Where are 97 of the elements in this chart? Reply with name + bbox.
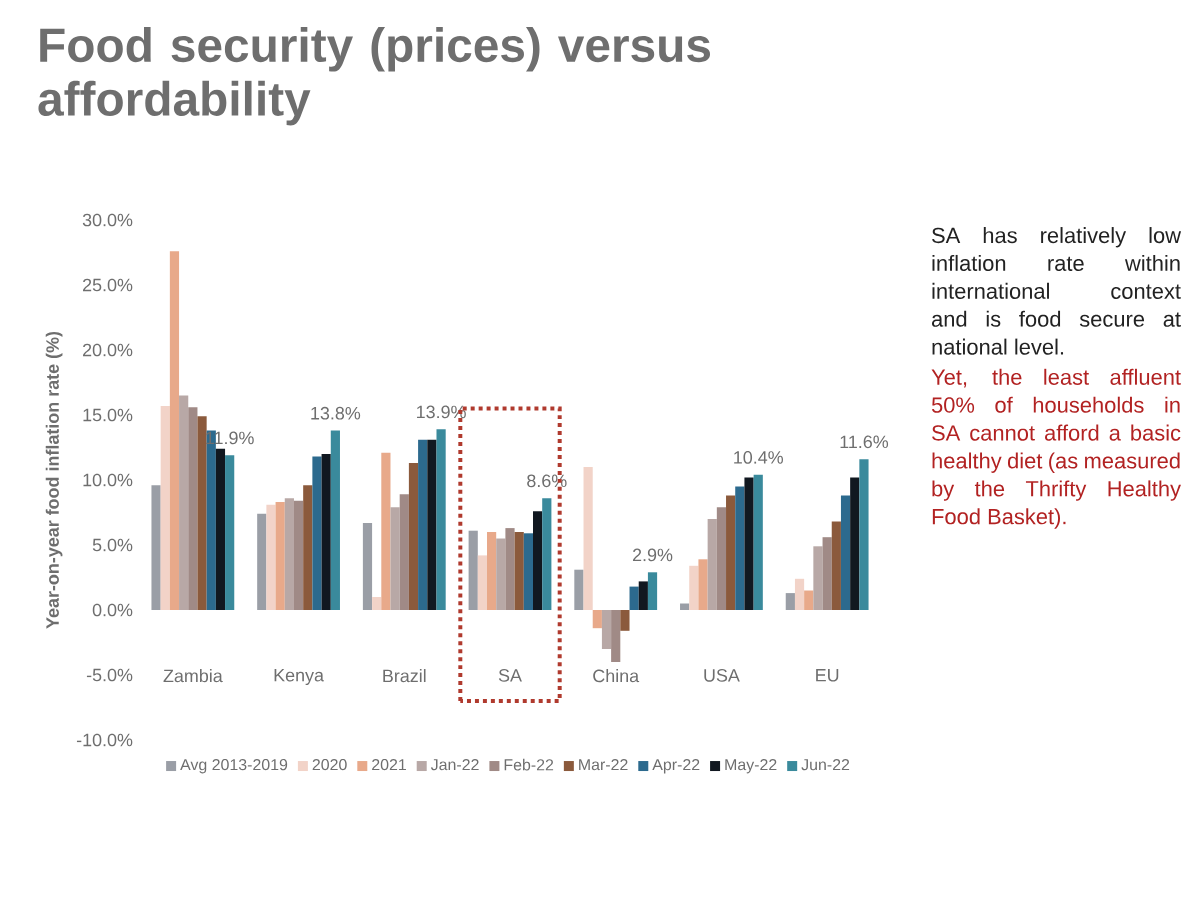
data-label: 13.8% [311,406,361,420]
bar [689,565,699,610]
data-label: 10.4% [734,451,784,464]
y-tick-label: 5.0% [92,538,133,552]
bar [372,597,382,610]
x-tick-label: Zambia [163,669,223,683]
bar [188,407,198,610]
x-tick-label: SA [498,669,522,682]
bar [179,395,189,610]
bar [477,555,487,610]
bar [257,513,267,610]
bar [611,610,621,662]
x-tick-label: USA [704,669,740,682]
data-label: 11.6% [840,435,889,449]
bar [707,518,717,610]
y-tick-label: 15.0% [83,408,133,422]
data-label: 13.9% [417,405,466,419]
bar [381,452,391,610]
bar [436,429,446,610]
bar [629,586,639,610]
bar [601,610,612,649]
bar [293,500,304,610]
bar [794,578,805,610]
bar [284,498,294,610]
bar [850,477,860,610]
bar [680,603,690,610]
bar [533,511,543,610]
bar [726,495,736,610]
legend-label: Jan-22 [430,758,479,771]
bar [859,459,869,610]
legend-label: Apr-22 [652,758,700,774]
bar [169,251,180,610]
bar [542,498,552,610]
bar [620,610,630,631]
legend-label: Feb-22 [504,758,554,771]
y-tick-label: 20.0% [83,343,133,357]
data-label: 2.9% [632,548,673,562]
y-tick-label: 30.0% [82,213,133,227]
bar [312,456,322,610]
bar [160,405,170,610]
bar [822,537,832,610]
bar [753,474,763,610]
y-tick-label: 10.0% [83,473,133,487]
bar [266,504,276,610]
bar [840,495,851,610]
bar [408,463,419,610]
bar [427,439,437,610]
y-tick-label: -5.0% [86,668,133,682]
legend-label: 2021 [372,758,406,771]
bar [225,455,235,610]
x-tick-label: Kenya [274,669,324,686]
bar [496,538,506,610]
bar [523,533,533,610]
bar [390,507,400,610]
bar [514,531,524,610]
bar [197,416,207,610]
bar [716,507,727,610]
x-tick-label: EU [816,669,839,682]
x-tick-label: Brazil [383,669,426,683]
bar [574,569,584,610]
bar [831,521,841,610]
bar [744,477,754,610]
bar [362,522,373,610]
legend-label: Mar-22 [579,758,628,771]
text: SA has relatively low inflation rate within international context and is food secure at national level. [931,227,1182,355]
bar [505,528,515,610]
legend-label: 2020 [312,758,347,771]
data-label: 8.6% [527,474,567,488]
y-tick-label: 25.0% [83,278,133,292]
y-axis-title: Year-on-year food inflation rate (%) [45,331,63,629]
bar [151,485,161,610]
bar [330,430,340,610]
bar [592,610,602,629]
legend-label: May-22 [725,758,777,774]
legend-label: Jun-22 [801,758,850,771]
y-tick-label: 0.0% [92,603,133,617]
x-tick-label: China [593,669,640,683]
bar [813,546,823,610]
bar [215,448,226,610]
bar [698,559,708,610]
bar [399,494,409,610]
bar [785,593,795,610]
y-tick-label: -10.0% [76,733,133,747]
bar [321,453,331,610]
bar [303,485,313,610]
bar [638,581,648,610]
bar [804,590,814,610]
bar [647,572,658,610]
bar [487,531,497,610]
bar [583,466,593,610]
bar [275,502,285,610]
legend-label: Avg 2013-2019 [180,758,288,774]
bar [735,486,745,610]
bar [418,439,428,610]
bar [468,530,478,610]
text: Yet, the least affluent 50% of households in SA cannot afford a basic healthy diet (as measured by the Thrifty Healthy Food Basket). [931,368,1181,529]
chart-title: Food security (prices) versus affordability [38,27,711,126]
